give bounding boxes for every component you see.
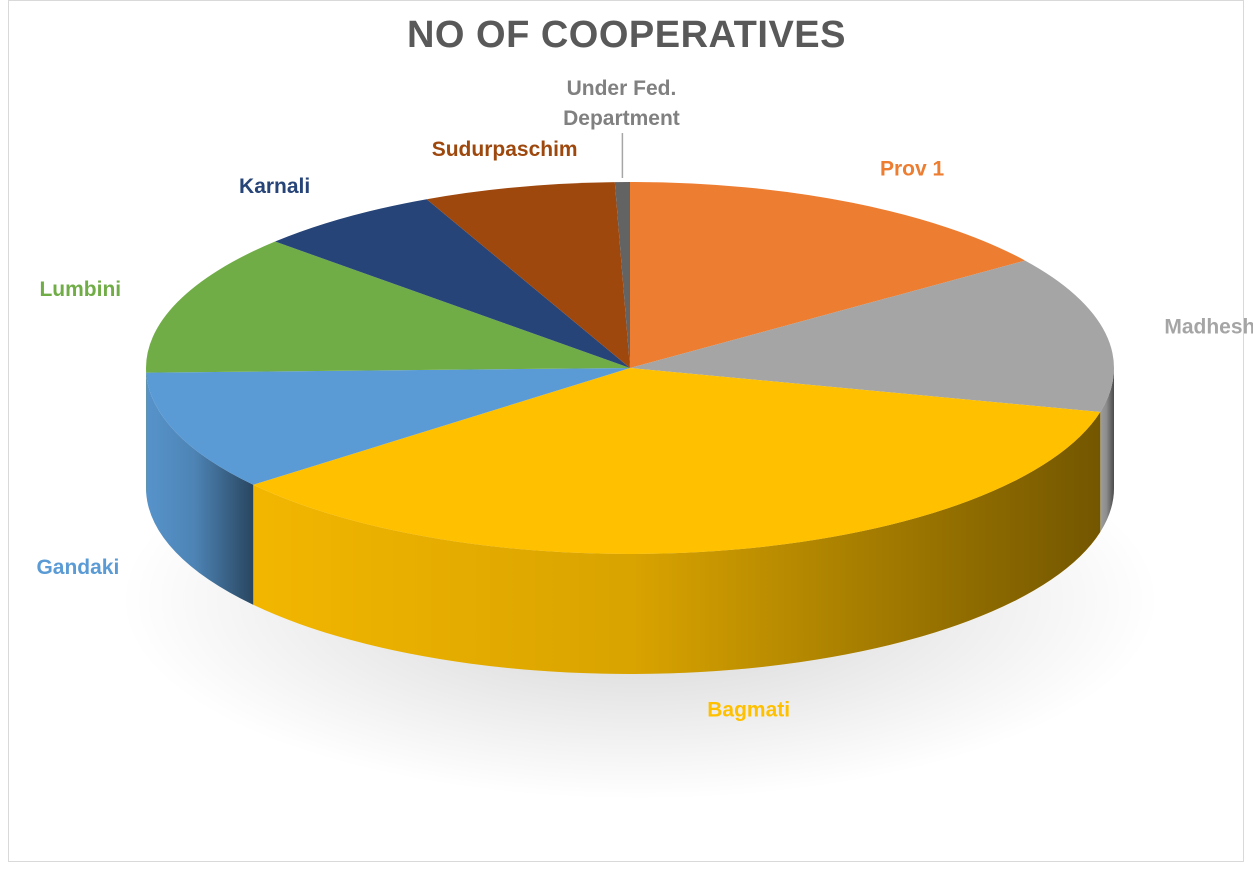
- pie-slice-prov-1[interactable]: [630, 182, 1026, 368]
- label-sudurpaschim: Sudurpaschim: [432, 138, 578, 161]
- pie-side-gandaki-shade: [146, 372, 254, 605]
- pie-side-madhesh-shade: [1100, 368, 1114, 532]
- pie-slice-gandaki[interactable]: [146, 368, 630, 485]
- pie-slice-bagmati[interactable]: [253, 368, 1101, 555]
- pie-slice-madhesh[interactable]: [630, 260, 1115, 412]
- label-bagmati: Bagmati: [707, 699, 790, 722]
- label-gandaki: Gandaki: [36, 556, 119, 579]
- pie-slice-karnali[interactable]: [275, 199, 630, 368]
- label-karnali: Karnali: [239, 175, 310, 198]
- label-prov-1: Prov 1: [880, 157, 945, 180]
- pie-slice-under-fed-department[interactable]: [614, 181, 630, 368]
- pie-sides: [145, 368, 1114, 675]
- label-madhesh: Madhesh: [1164, 316, 1253, 339]
- chart-frame: [8, 0, 1244, 862]
- label-lumbini: Lumbini: [39, 278, 121, 301]
- pie-slice-sudurpaschim[interactable]: [426, 182, 630, 368]
- pie-slice-lumbini[interactable]: [145, 241, 630, 373]
- pie-labels: Prov 1 Madhesh Bagmati Gandaki Lumbini Karnal…: [36, 77, 1253, 722]
- chart-title: NO OF COOPERATIVES: [406, 14, 846, 56]
- label-under-fed-department: Under Fed. Department: [563, 77, 680, 130]
- pie-tops: [145, 181, 1115, 555]
- pie-side-bagmati-shade: [253, 411, 1101, 675]
